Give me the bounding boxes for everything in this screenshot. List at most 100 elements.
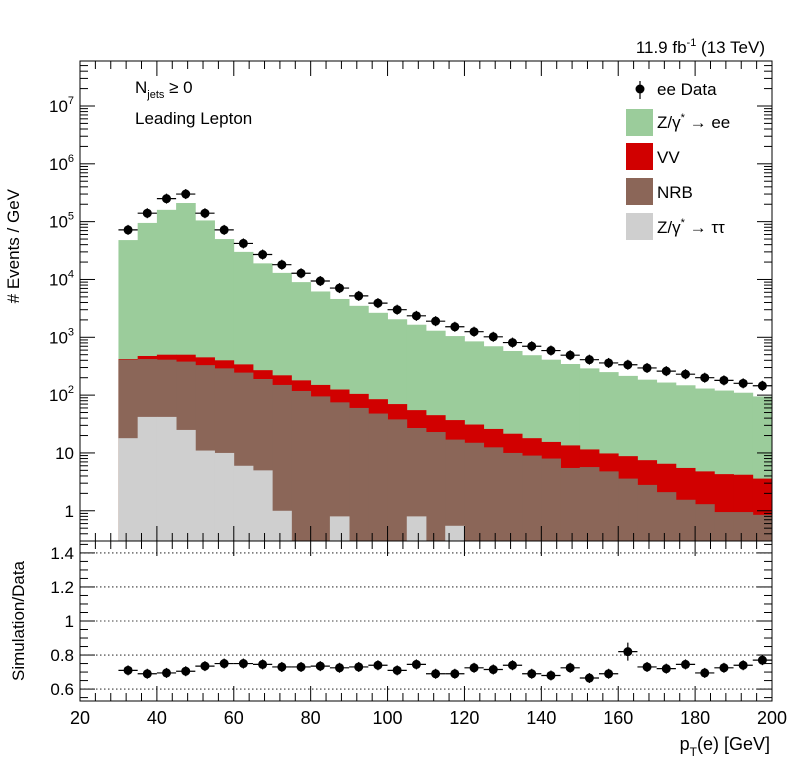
ratio-point-2 bbox=[156, 667, 177, 678]
svg-text:Z/γ* → ee: Z/γ* → ee bbox=[657, 112, 730, 132]
bar-nrb-26 bbox=[618, 478, 638, 541]
bar-nrb-10 bbox=[310, 396, 331, 541]
ratio-point-12 bbox=[349, 661, 369, 672]
ratio-points bbox=[118, 642, 772, 684]
ratio-point-17 bbox=[445, 668, 465, 679]
x-tick-label: 60 bbox=[224, 708, 244, 728]
bar-nrb-27 bbox=[637, 484, 658, 541]
ratio-point-15 bbox=[406, 659, 426, 670]
data-point-17 bbox=[445, 321, 465, 332]
data-points bbox=[118, 189, 772, 391]
bar-nrb-8 bbox=[272, 384, 292, 541]
ratio-point-10 bbox=[310, 661, 330, 672]
ratio-point-30 bbox=[695, 667, 715, 678]
x-tick-label: 20 bbox=[70, 708, 90, 728]
ratio-point-27 bbox=[637, 661, 657, 672]
ratio-point-5 bbox=[214, 658, 234, 669]
bar-nrb-12 bbox=[349, 407, 369, 541]
data-point-6 bbox=[233, 238, 253, 249]
bar-nrb-16 bbox=[426, 432, 446, 541]
data-point-33 bbox=[752, 380, 772, 391]
top-y-tick-label: 10 bbox=[55, 444, 74, 463]
top-y-tick-label: 102 bbox=[49, 384, 74, 405]
x-tick-label: 200 bbox=[757, 708, 787, 728]
ratio-point-7 bbox=[253, 659, 273, 670]
data-point-10 bbox=[310, 276, 330, 287]
data-point-25 bbox=[599, 357, 619, 368]
ratio-point-16 bbox=[426, 668, 446, 679]
bar-dy_tt-15 bbox=[406, 516, 427, 541]
top-y-tick-label: 107 bbox=[49, 95, 74, 116]
bottom-y-axis: 0.6 0.8 1 1.2 1.4 bbox=[50, 543, 772, 699]
bar-dy_tt-8 bbox=[272, 510, 292, 541]
data-point-4 bbox=[195, 208, 215, 219]
bar-dy_tt-4 bbox=[195, 450, 215, 541]
bar-dy_tt-11 bbox=[329, 516, 350, 541]
bar-dy_tt-5 bbox=[214, 452, 235, 541]
ratio-point-9 bbox=[291, 661, 311, 672]
top-x-ticks bbox=[79, 61, 773, 541]
bar-nrb-32 bbox=[733, 512, 754, 541]
bar-nrb-28 bbox=[656, 492, 677, 541]
data-point-5 bbox=[214, 224, 234, 235]
bar-nrb-30 bbox=[695, 504, 715, 541]
x-tick-label: 80 bbox=[301, 708, 321, 728]
data-point-23 bbox=[560, 350, 580, 361]
x-tick-label: 120 bbox=[449, 708, 479, 728]
bar-nrb-9 bbox=[291, 390, 312, 541]
ratio-point-6 bbox=[233, 658, 253, 669]
data-point-12 bbox=[349, 290, 369, 301]
x-tick-label: 160 bbox=[603, 708, 633, 728]
top-y-tick-label: 106 bbox=[49, 153, 74, 174]
data-point-24 bbox=[579, 354, 599, 365]
ratio-point-13 bbox=[368, 660, 388, 671]
bottom-y-tick-label: 0.6 bbox=[50, 680, 74, 699]
bar-nrb-33 bbox=[752, 514, 773, 541]
bar-nrb-29 bbox=[675, 499, 696, 541]
ratio-point-22 bbox=[541, 670, 561, 681]
top-y-tick-label: 105 bbox=[49, 211, 74, 232]
ratio-point-18 bbox=[464, 662, 484, 673]
data-point-31 bbox=[714, 375, 734, 386]
ratio-point-23 bbox=[560, 662, 580, 673]
x-tick-label: 40 bbox=[147, 708, 167, 728]
legend-entry-nrb: NRB bbox=[626, 178, 693, 205]
legend-entry-data: ee Data bbox=[635, 80, 717, 99]
njets-annotation: Njets ≥ 0 bbox=[135, 78, 193, 101]
svg-text:ee Data: ee Data bbox=[657, 80, 717, 99]
bottom-y-tick-label: 1.4 bbox=[50, 544, 74, 563]
legend-entry-dy-ee: Z/γ* → ee bbox=[626, 109, 730, 136]
bar-nrb-24 bbox=[579, 467, 600, 541]
bottom-y-tick-label: 0.8 bbox=[50, 646, 74, 665]
bar-nrb-21 bbox=[522, 455, 542, 541]
top-y-axis: 1 10 102 103 104 105 106 107 bbox=[49, 60, 772, 542]
bar-dy_tt-3 bbox=[176, 429, 196, 541]
data-point-8 bbox=[272, 259, 292, 270]
x-tick-label: 180 bbox=[680, 708, 710, 728]
bottom-y-axis-label: Simulation/Data bbox=[9, 560, 28, 681]
data-point-3 bbox=[176, 189, 196, 200]
data-point-21 bbox=[522, 341, 542, 352]
selection-annotation: Leading Lepton bbox=[135, 109, 252, 128]
top-y-axis-label: # Events / GeV bbox=[4, 188, 23, 303]
ratio-point-8 bbox=[272, 661, 292, 672]
ratio-point-4 bbox=[195, 661, 215, 672]
bottom-x-axis: 20 40 60 80 100 120 140 160 180 200 bbox=[70, 541, 787, 728]
data-point-16 bbox=[426, 316, 446, 327]
legend-entry-dy-tautau: Z/γ* → ττ bbox=[626, 213, 725, 240]
stack-layer-dy_tt bbox=[118, 416, 465, 541]
ratio-point-24 bbox=[579, 673, 599, 684]
ratio-point-29 bbox=[675, 659, 696, 670]
top-y-tick-label: 103 bbox=[49, 326, 74, 347]
data-point-29 bbox=[675, 369, 696, 380]
ratio-point-19 bbox=[483, 664, 503, 675]
bar-dy_tt-6 bbox=[233, 465, 254, 541]
ratio-point-11 bbox=[329, 662, 350, 673]
bar-nrb-23 bbox=[560, 467, 581, 541]
ratio-point-31 bbox=[714, 662, 734, 673]
bar-nrb-31 bbox=[714, 512, 734, 541]
data-point-32 bbox=[733, 378, 753, 389]
bar-nrb-13 bbox=[368, 413, 388, 541]
data-point-13 bbox=[368, 298, 388, 309]
legend-entry-vv: VV bbox=[626, 143, 680, 170]
